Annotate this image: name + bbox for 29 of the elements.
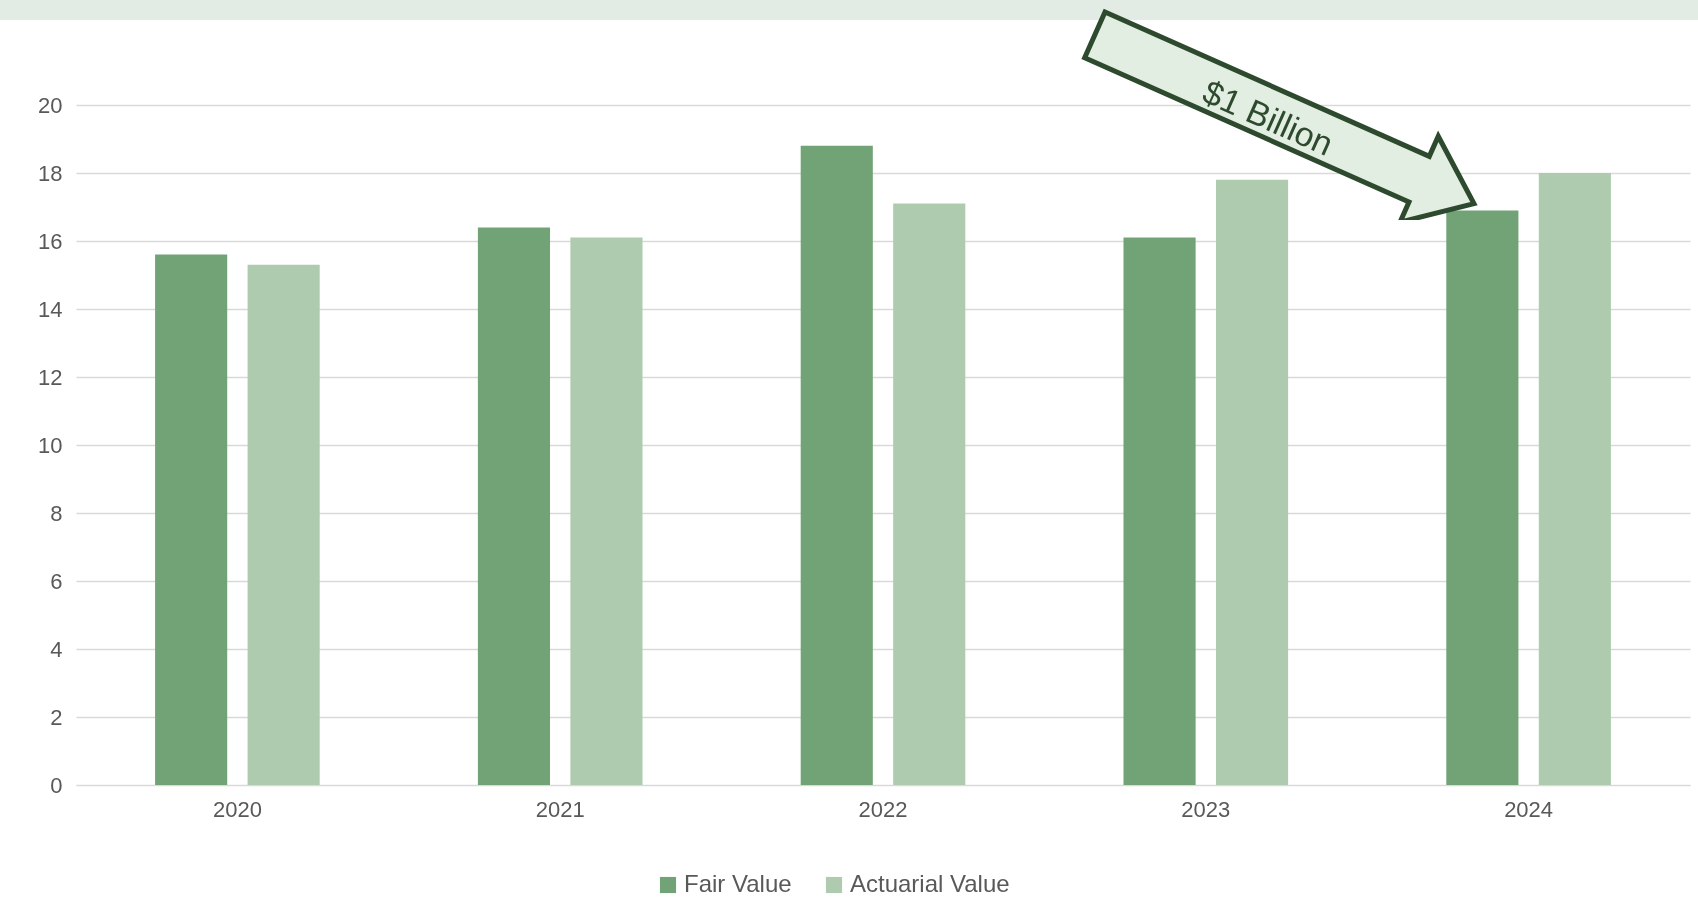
annotation: $1 Billion: [1197, 72, 1339, 164]
bar: [1538, 173, 1611, 785]
bar: [800, 145, 873, 785]
x-tick-label: 2022: [858, 796, 908, 822]
x-tick-label: 2023: [1181, 796, 1231, 822]
x-tick-label: 2020: [212, 796, 262, 822]
y-tick-label: 0: [50, 772, 63, 798]
bar: [155, 254, 228, 785]
x-tick-label: 2024: [1504, 796, 1554, 822]
y-tick-label: 4: [50, 636, 63, 662]
bar: [1446, 210, 1519, 785]
y-tick-label: 16: [38, 228, 63, 254]
legend-label: Fair Value: [684, 870, 792, 897]
y-tick-label: 6: [50, 568, 63, 594]
bar: [477, 227, 551, 785]
y-tick-label: 2: [50, 704, 63, 730]
bar: [893, 203, 966, 785]
y-tick-label: 8: [50, 500, 63, 526]
y-tick-label: 20: [38, 92, 63, 118]
bar: [570, 237, 643, 785]
bar: [247, 264, 320, 785]
x-tick-label: 2021: [535, 796, 585, 822]
y-tick-label: 10: [38, 432, 63, 458]
bar: [1215, 179, 1289, 785]
legend-label: Actuarial Value: [850, 870, 1010, 897]
y-tick-label: 12: [38, 364, 63, 390]
y-tick-label: 14: [38, 296, 63, 322]
y-tick-label: 18: [38, 160, 63, 186]
bar: [1123, 237, 1196, 785]
